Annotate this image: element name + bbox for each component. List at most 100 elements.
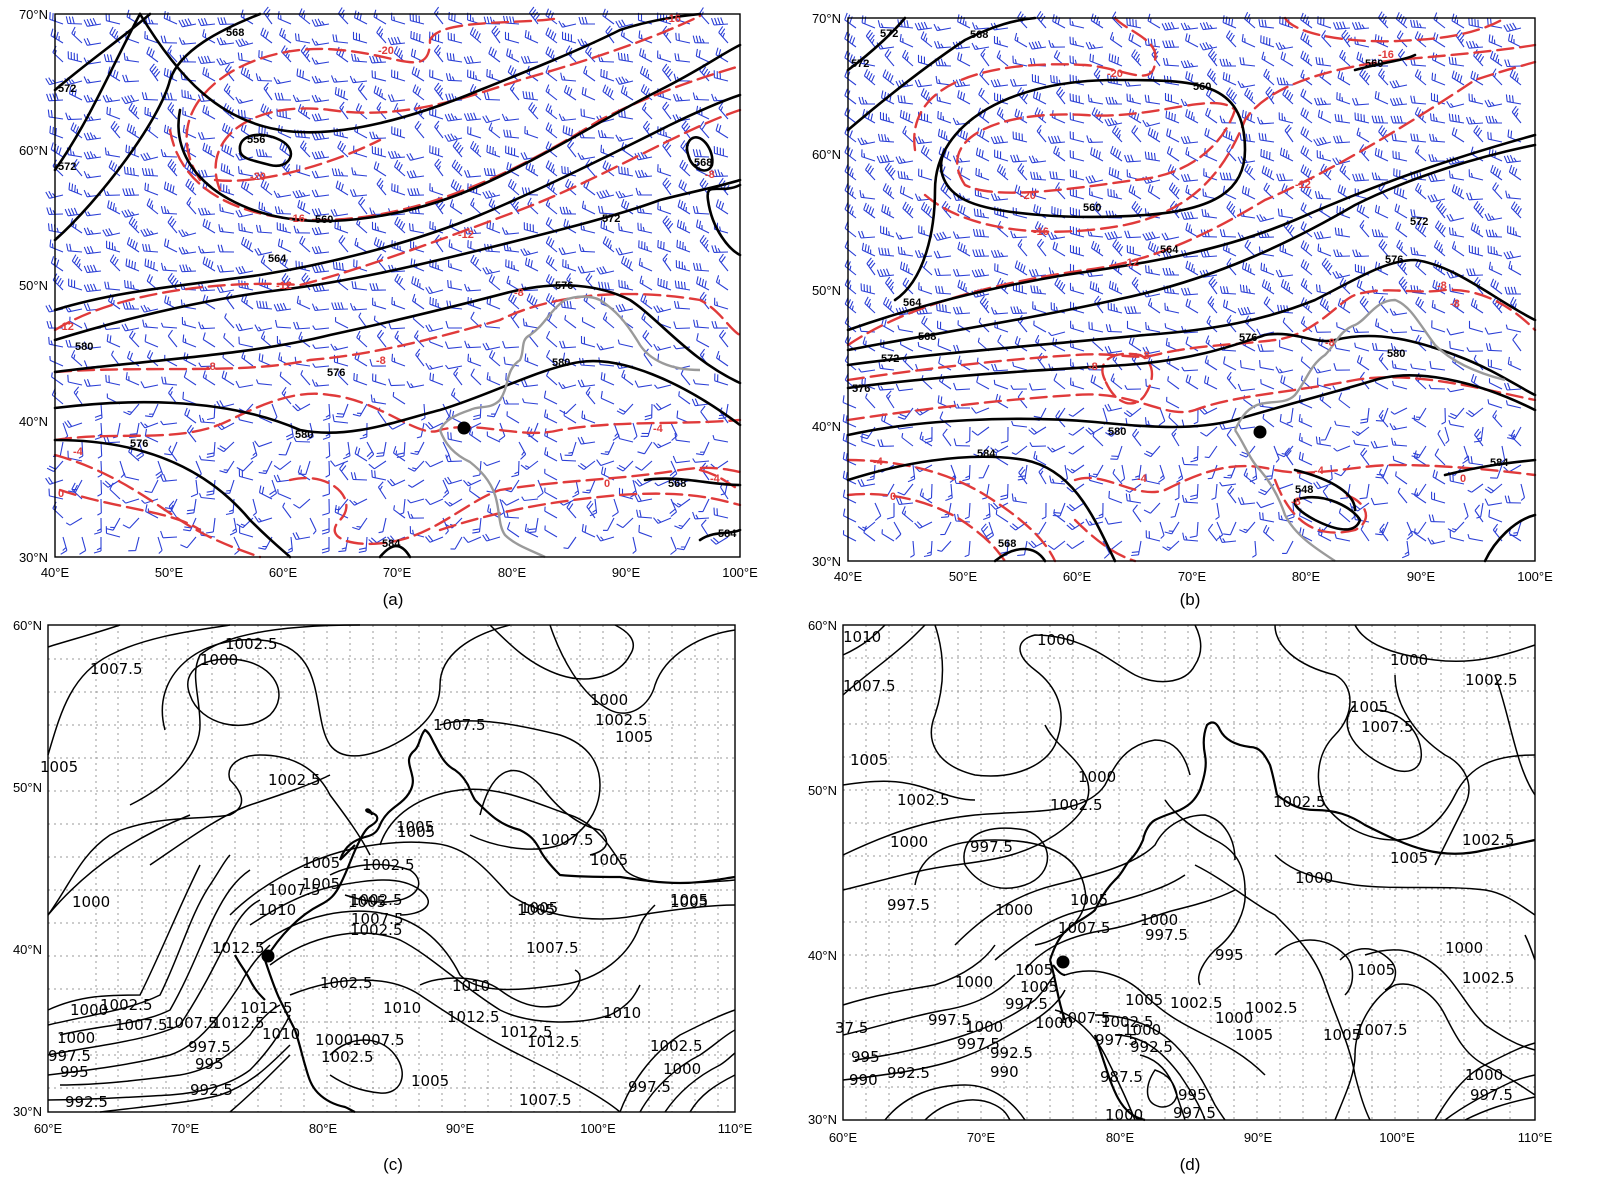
- y-tick-label: 40°N: [13, 942, 42, 957]
- wind-barb: [482, 266, 501, 275]
- wind-barb: [293, 498, 311, 509]
- wind-barb: [1334, 113, 1351, 124]
- wind-barb: [1110, 445, 1123, 460]
- y-tick-label: 60°N: [808, 618, 837, 633]
- wind-barb: [617, 339, 634, 348]
- isobar-label: 990: [849, 1071, 878, 1089]
- wind-barb: [1199, 42, 1218, 51]
- wind-barb: [673, 344, 691, 350]
- wind-barb: [893, 521, 902, 540]
- wind-barb: [411, 276, 425, 291]
- y-tick-label: 30°N: [13, 1104, 42, 1119]
- wind-barb: [641, 102, 653, 120]
- wind-barb: [1341, 29, 1353, 48]
- wind-barb: [255, 379, 273, 386]
- height-label: 576: [1385, 254, 1403, 266]
- wind-barb: [1429, 113, 1446, 124]
- wind-barb: [122, 74, 140, 83]
- wind-barb: [282, 502, 292, 519]
- wind-barb: [844, 145, 857, 162]
- wind-barb: [544, 506, 558, 519]
- wind-barb: [907, 464, 916, 483]
- wind-barb: [104, 147, 121, 158]
- wind-barb: [332, 414, 349, 424]
- wind-barb: [434, 158, 444, 177]
- wind-barb: [953, 438, 971, 447]
- wind-barb: [64, 207, 83, 217]
- isobar: [842, 989, 1066, 1081]
- wind-barb: [1226, 314, 1237, 333]
- wind-barb: [699, 234, 710, 253]
- wind-barb: [669, 498, 678, 517]
- wind-barb: [1145, 473, 1161, 485]
- wind-barb: [1468, 245, 1484, 257]
- isobar-label: 1005: [1015, 961, 1053, 979]
- wind-barb: [1359, 483, 1370, 500]
- wind-barb: [957, 90, 971, 105]
- wind-barb: [1337, 298, 1351, 314]
- wind-barb: [1144, 151, 1161, 162]
- isobar-label: 992.5: [990, 1044, 1033, 1062]
- height-label: 564: [268, 253, 287, 265]
- height-label: 584: [1490, 457, 1509, 469]
- wind-barb: [844, 183, 857, 200]
- wind-barb: [1219, 172, 1237, 181]
- wind-barb: [410, 258, 425, 272]
- wind-barb: [620, 85, 634, 101]
- wind-barb: [1048, 331, 1066, 337]
- wind-barb: [885, 390, 895, 409]
- temp-contour: [53, 453, 262, 559]
- wind-barb: [140, 304, 159, 313]
- wind-barb: [1000, 426, 1009, 444]
- wind-barb: [1507, 33, 1522, 48]
- height-label: 580: [1108, 426, 1126, 438]
- wind-barb: [618, 222, 634, 234]
- height-contour: [643, 477, 742, 487]
- wind-barb: [183, 142, 197, 158]
- wind-barb: [586, 500, 596, 519]
- height-label: 572: [881, 353, 899, 365]
- wind-barb: [986, 521, 995, 540]
- wind-barb: [285, 536, 293, 555]
- panel-a-y-axis: 70°N 60°N 50°N 40°N 30°N: [19, 7, 48, 565]
- isobar-label: 987.5: [1100, 1068, 1143, 1086]
- wind-barb: [410, 30, 425, 44]
- isobar-label: 997.5: [48, 1047, 91, 1065]
- isobar-label: 1000: [1295, 869, 1333, 887]
- wind-barb: [311, 170, 330, 179]
- wind-barb: [370, 394, 387, 405]
- wind-barb: [936, 93, 952, 105]
- wind-barb: [618, 279, 634, 291]
- height-label: 576: [130, 438, 148, 450]
- wind-barb: [1314, 190, 1332, 200]
- isobar-label: 1010: [603, 1004, 641, 1022]
- wind-barb: [411, 293, 425, 310]
- wind-barb: [338, 234, 349, 253]
- wind-barb: [254, 247, 273, 256]
- height-label: 576: [327, 367, 345, 379]
- height-contour: [378, 544, 412, 559]
- wind-barb: [860, 283, 876, 295]
- panel-d-isobars: [842, 624, 1536, 1121]
- y-tick-label: 60°N: [19, 143, 48, 158]
- wind-barb: [220, 163, 235, 177]
- wind-barb: [976, 357, 990, 371]
- wind-barb: [343, 441, 351, 460]
- wind-barb: [899, 185, 914, 200]
- height-label: 580: [1387, 348, 1405, 360]
- wind-barb: [1389, 79, 1408, 89]
- wind-barb: [1011, 445, 1028, 455]
- wind-barb: [486, 431, 501, 443]
- wind-barb: [1032, 90, 1047, 105]
- wind-barb: [1352, 325, 1370, 333]
- wind-barb: [1434, 448, 1446, 466]
- wind-barb: [1484, 498, 1503, 506]
- wind-barb: [506, 411, 520, 424]
- wind-barb: [1356, 51, 1370, 67]
- wind-barb: [1401, 540, 1410, 559]
- wind-barb: [990, 193, 1009, 201]
- wind-barb: [612, 422, 620, 441]
- wind-barb: [278, 441, 292, 456]
- wind-barb: [564, 315, 577, 329]
- wind-barb: [1208, 276, 1218, 295]
